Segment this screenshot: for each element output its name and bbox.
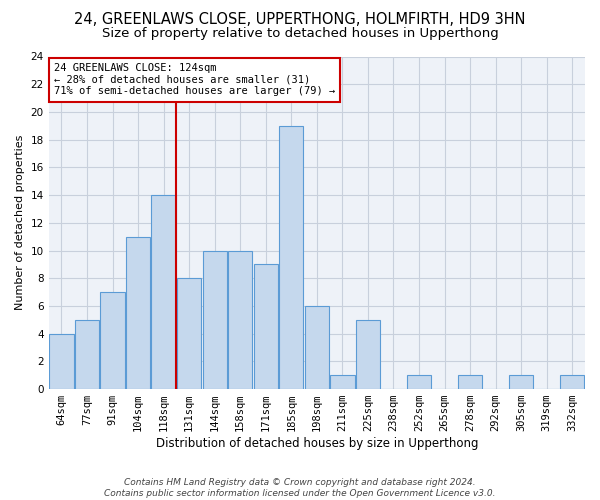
Text: Contains HM Land Registry data © Crown copyright and database right 2024.
Contai: Contains HM Land Registry data © Crown c… [104,478,496,498]
X-axis label: Distribution of detached houses by size in Upperthong: Distribution of detached houses by size … [155,437,478,450]
Bar [100,292,125,389]
Bar [49,334,74,389]
Bar [330,375,355,389]
Bar [126,236,150,389]
Bar [356,320,380,389]
Bar [75,320,99,389]
Bar [279,126,304,389]
Y-axis label: Number of detached properties: Number of detached properties [15,135,25,310]
Bar [228,250,253,389]
Bar [305,306,329,389]
Bar [177,278,201,389]
Bar [203,250,227,389]
Text: Size of property relative to detached houses in Upperthong: Size of property relative to detached ho… [101,28,499,40]
Bar [458,375,482,389]
Bar [407,375,431,389]
Text: 24 GREENLAWS CLOSE: 124sqm
← 28% of detached houses are smaller (31)
71% of semi: 24 GREENLAWS CLOSE: 124sqm ← 28% of deta… [54,63,335,96]
Text: 24, GREENLAWS CLOSE, UPPERTHONG, HOLMFIRTH, HD9 3HN: 24, GREENLAWS CLOSE, UPPERTHONG, HOLMFIR… [74,12,526,28]
Bar [254,264,278,389]
Bar [151,195,176,389]
Bar [560,375,584,389]
Bar [509,375,533,389]
